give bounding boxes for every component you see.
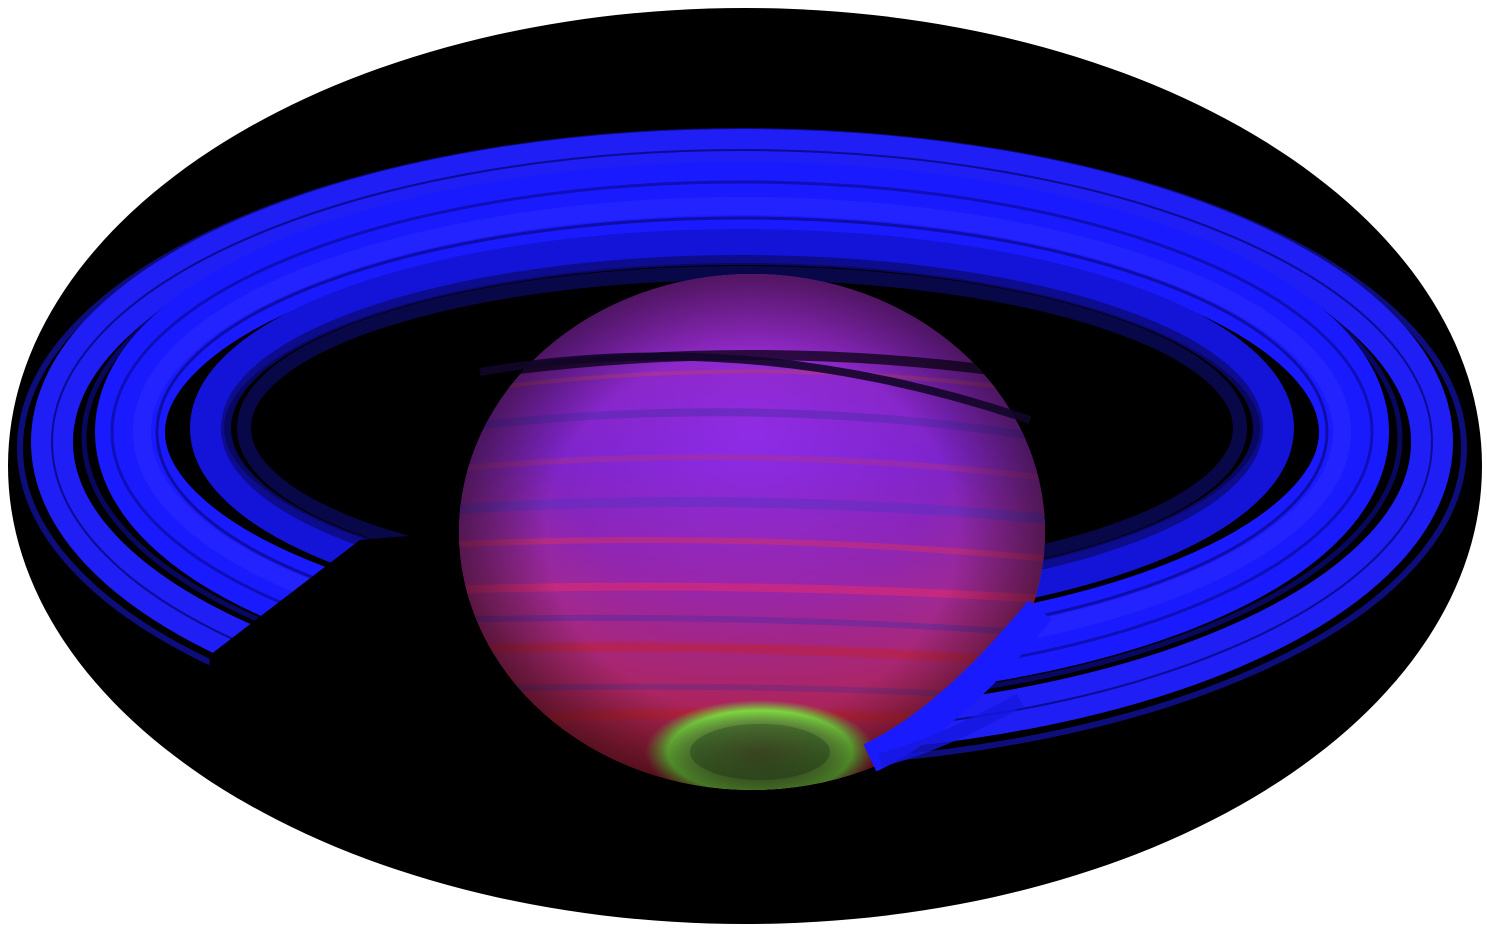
saturn-image xyxy=(8,8,1482,924)
